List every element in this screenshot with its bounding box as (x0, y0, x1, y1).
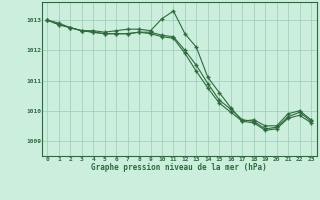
X-axis label: Graphe pression niveau de la mer (hPa): Graphe pression niveau de la mer (hPa) (91, 163, 267, 172)
